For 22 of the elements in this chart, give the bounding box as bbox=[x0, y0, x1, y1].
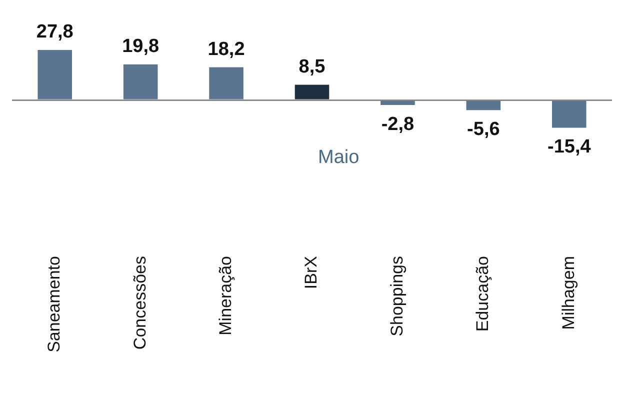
text: Maio bbox=[318, 147, 360, 169]
bar bbox=[552, 100, 586, 128]
data-label: -15,4 bbox=[547, 136, 592, 158]
data-label: 8,5 bbox=[298, 56, 326, 78]
x-tick-label: Mineração bbox=[216, 256, 235, 336]
bar bbox=[38, 50, 72, 100]
data-label: -2,8 bbox=[381, 114, 414, 135]
bar bbox=[209, 67, 244, 100]
bar bbox=[466, 100, 501, 110]
data-label: 27,8 bbox=[36, 22, 74, 43]
bar bbox=[123, 64, 158, 100]
x-tick-label: Saneamento bbox=[44, 256, 64, 352]
x-tick-label: Shoppings bbox=[387, 256, 406, 336]
data-label: -5,6 bbox=[467, 118, 500, 140]
bar bbox=[380, 100, 415, 106]
x-tick-label: Concessões bbox=[130, 256, 150, 350]
x-tick-label: Educação bbox=[473, 256, 492, 332]
bar bbox=[294, 84, 330, 100]
x-tick-label: IBrX bbox=[302, 256, 321, 290]
data-label: 19,8 bbox=[122, 36, 160, 58]
data-label: 18,2 bbox=[208, 38, 245, 60]
x-tick-label: Milhagem bbox=[558, 256, 578, 330]
